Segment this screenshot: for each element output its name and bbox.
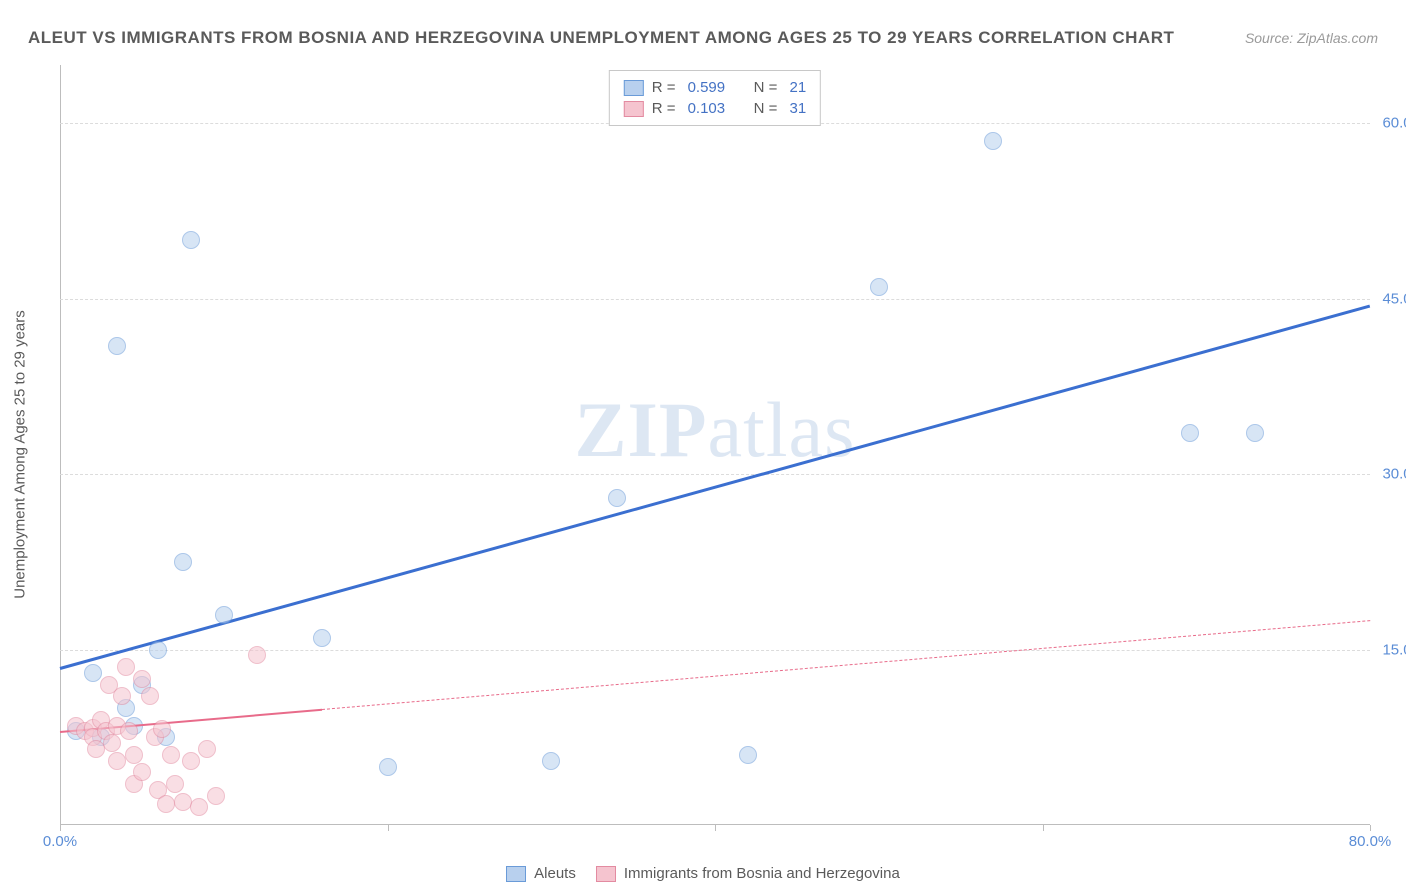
scatter-marker bbox=[133, 763, 151, 781]
legend-swatch-icon bbox=[596, 866, 616, 882]
scatter-marker bbox=[313, 629, 331, 647]
x-tick bbox=[1370, 825, 1371, 831]
scatter-marker bbox=[870, 278, 888, 296]
series-legend-label: Aleuts bbox=[534, 865, 576, 882]
y-tick-label: 60.0% bbox=[1382, 115, 1406, 132]
correlation-legend: R = 0.599 N = 21 R = 0.103 N = 31 bbox=[609, 70, 821, 126]
grid-line bbox=[60, 474, 1370, 475]
scatter-marker bbox=[739, 746, 757, 764]
chart-header: ALEUT VS IMMIGRANTS FROM BOSNIA AND HERZ… bbox=[28, 28, 1378, 48]
regression-line bbox=[322, 620, 1370, 710]
scatter-marker bbox=[117, 658, 135, 676]
chart-title: ALEUT VS IMMIGRANTS FROM BOSNIA AND HERZ… bbox=[28, 28, 1174, 48]
scatter-marker bbox=[133, 670, 151, 688]
scatter-marker bbox=[984, 132, 1002, 150]
scatter-marker bbox=[87, 740, 105, 758]
scatter-marker bbox=[113, 687, 131, 705]
legend-n-label: N = bbox=[754, 100, 778, 117]
scatter-marker bbox=[174, 793, 192, 811]
scatter-marker bbox=[166, 775, 184, 793]
x-tick bbox=[388, 825, 389, 831]
y-axis-label: Unemployment Among Ages 25 to 29 years bbox=[12, 310, 29, 599]
scatter-marker bbox=[157, 795, 175, 813]
scatter-marker bbox=[120, 722, 138, 740]
y-tick-label: 30.0% bbox=[1382, 466, 1406, 483]
legend-r-value: 0.103 bbox=[688, 100, 734, 117]
scatter-marker bbox=[248, 646, 266, 664]
scatter-marker bbox=[84, 664, 102, 682]
legend-n-value: 31 bbox=[785, 100, 806, 117]
scatter-marker bbox=[103, 734, 121, 752]
legend-swatch-icon bbox=[624, 101, 644, 117]
legend-n-value: 21 bbox=[785, 79, 806, 96]
scatter-marker bbox=[162, 746, 180, 764]
chart-plot-area: ZIPatlas 15.0%30.0%45.0%60.0%0.0%80.0% R… bbox=[60, 65, 1370, 825]
legend-row: R = 0.599 N = 21 bbox=[624, 77, 806, 98]
x-tick-label: 80.0% bbox=[1349, 833, 1392, 850]
scatter-marker bbox=[182, 231, 200, 249]
y-axis-line bbox=[60, 65, 61, 825]
source-attribution: Source: ZipAtlas.com bbox=[1245, 30, 1378, 46]
scatter-marker bbox=[1181, 424, 1199, 442]
series-legend-label: Immigrants from Bosnia and Herzegovina bbox=[624, 865, 900, 882]
scatter-marker bbox=[198, 740, 216, 758]
legend-swatch-icon bbox=[506, 866, 526, 882]
legend-swatch-icon bbox=[624, 80, 644, 96]
x-tick bbox=[60, 825, 61, 831]
legend-n-label: N = bbox=[754, 79, 778, 96]
y-tick-label: 15.0% bbox=[1382, 641, 1406, 658]
scatter-marker bbox=[1246, 424, 1264, 442]
legend-r-label: R = bbox=[652, 79, 676, 96]
scatter-marker bbox=[542, 752, 560, 770]
legend-r-label: R = bbox=[652, 100, 676, 117]
scatter-marker bbox=[125, 746, 143, 764]
scatter-marker bbox=[108, 337, 126, 355]
x-tick bbox=[715, 825, 716, 831]
x-tick-label: 0.0% bbox=[43, 833, 77, 850]
scatter-marker bbox=[141, 687, 159, 705]
scatter-marker bbox=[153, 720, 171, 738]
legend-row: R = 0.103 N = 31 bbox=[624, 98, 806, 119]
scatter-marker bbox=[190, 798, 208, 816]
scatter-marker bbox=[215, 606, 233, 624]
grid-line bbox=[60, 299, 1370, 300]
scatter-marker bbox=[108, 752, 126, 770]
legend-r-value: 0.599 bbox=[688, 79, 734, 96]
scatter-marker bbox=[174, 553, 192, 571]
scatter-marker bbox=[207, 787, 225, 805]
scatter-marker bbox=[379, 758, 397, 776]
regression-line bbox=[60, 305, 1371, 670]
series-legend-item: Aleuts bbox=[506, 865, 576, 882]
y-tick-label: 45.0% bbox=[1382, 290, 1406, 307]
scatter-marker bbox=[149, 641, 167, 659]
scatter-marker bbox=[608, 489, 626, 507]
series-legend-item: Immigrants from Bosnia and Herzegovina bbox=[596, 865, 900, 882]
x-tick bbox=[1043, 825, 1044, 831]
scatter-marker bbox=[182, 752, 200, 770]
series-legend: Aleuts Immigrants from Bosnia and Herzego… bbox=[0, 865, 1406, 882]
